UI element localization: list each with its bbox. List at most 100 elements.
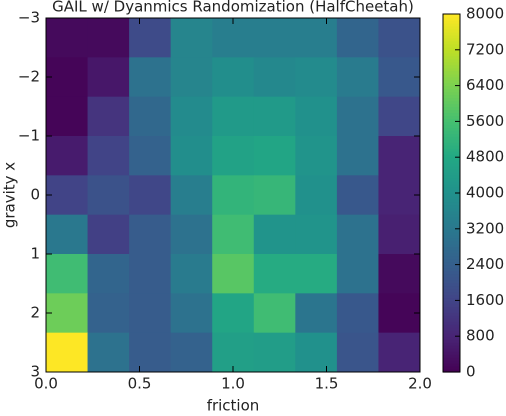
colorbar-slice bbox=[443, 187, 460, 191]
colorbar-slice bbox=[443, 31, 460, 36]
colorbar-slice bbox=[443, 94, 460, 99]
colorbar-slice bbox=[443, 225, 460, 230]
colorbar-slice bbox=[443, 315, 460, 319]
colorbar-slice bbox=[443, 258, 460, 263]
y-tick-label: −1 bbox=[18, 127, 40, 145]
colorbar-slice bbox=[443, 243, 460, 248]
colorbar-slice bbox=[443, 112, 460, 117]
heatmap-cell bbox=[336, 18, 379, 58]
colorbar-tick-label: 5600 bbox=[466, 112, 504, 130]
colorbar-tick-label: 800 bbox=[466, 327, 495, 345]
colorbar-slice bbox=[443, 234, 460, 239]
heatmap-cell bbox=[253, 214, 296, 255]
colorbar-slice bbox=[443, 178, 460, 182]
heatmap-cell bbox=[46, 332, 89, 373]
colorbar-slice bbox=[443, 61, 460, 66]
colorbar-slice bbox=[443, 148, 460, 152]
colorbar-slice bbox=[443, 172, 460, 176]
heatmap-cell bbox=[378, 214, 421, 255]
heatmap-cell bbox=[170, 57, 213, 98]
heatmap-cell bbox=[87, 18, 130, 58]
colorbar-slice bbox=[443, 330, 460, 334]
heatmap-cell bbox=[253, 57, 296, 98]
colorbar-slice bbox=[443, 124, 460, 128]
heatmap-cell bbox=[129, 214, 172, 255]
colorbar-slice bbox=[443, 204, 460, 209]
heatmap-cell bbox=[212, 214, 255, 255]
heatmap-cell bbox=[46, 214, 89, 255]
heatmap-cell bbox=[378, 57, 421, 98]
colorbar-slice bbox=[443, 195, 460, 200]
colorbar-slice bbox=[443, 52, 460, 57]
heatmap-cell bbox=[378, 96, 421, 137]
colorbar-slice bbox=[443, 58, 460, 63]
heatmap-cell bbox=[87, 136, 130, 176]
heatmap-cell bbox=[253, 136, 296, 176]
colorbar-slice bbox=[443, 297, 460, 301]
colorbar-slice bbox=[443, 291, 460, 296]
colorbar-slice bbox=[443, 363, 460, 367]
heatmap-cell bbox=[336, 293, 379, 334]
heatmap-cell bbox=[87, 175, 130, 216]
heatmap-cell bbox=[129, 175, 172, 216]
heatmap-cell bbox=[295, 175, 338, 216]
heatmap-cell bbox=[212, 332, 255, 373]
colorbar-slice bbox=[443, 282, 460, 287]
x-tick-label: 0.0 bbox=[34, 375, 58, 393]
colorbar-tick-label: 7200 bbox=[466, 40, 504, 58]
colorbar-slice bbox=[443, 67, 460, 72]
colorbar-slice bbox=[443, 210, 460, 215]
colorbar-slice bbox=[443, 264, 460, 269]
colorbar-tick-label: 3200 bbox=[466, 219, 504, 237]
heatmap-cell bbox=[253, 175, 296, 216]
colorbar-slice bbox=[443, 157, 460, 161]
colorbar-slice bbox=[443, 133, 460, 137]
colorbar-slice bbox=[443, 246, 460, 251]
colorbar-slice bbox=[443, 142, 460, 146]
heatmap-cell bbox=[170, 18, 213, 58]
heatmap-cell bbox=[295, 136, 338, 176]
heatmap-cell bbox=[170, 136, 213, 176]
heatmap-cell bbox=[212, 254, 255, 294]
heatmap-cell bbox=[212, 57, 255, 98]
heatmap-cell bbox=[253, 332, 296, 373]
heatmap-cell bbox=[170, 332, 213, 373]
colorbar-slice bbox=[443, 25, 460, 30]
colorbar-slice bbox=[443, 151, 460, 155]
colorbar-slice bbox=[443, 366, 460, 370]
colorbar-slice bbox=[443, 76, 460, 81]
heatmap-cell bbox=[87, 332, 130, 373]
colorbar-slice bbox=[443, 163, 460, 167]
colorbar-slice bbox=[443, 198, 460, 203]
colorbar-tick-label: 2400 bbox=[466, 255, 504, 273]
colorbar-slice bbox=[443, 285, 460, 290]
heatmap-cell bbox=[253, 18, 296, 58]
heatmap-cell bbox=[212, 18, 255, 58]
heatmap-cell bbox=[170, 254, 213, 294]
heatmap-cell bbox=[46, 136, 89, 176]
y-tick-label: 2 bbox=[30, 304, 40, 322]
colorbar-slice bbox=[443, 252, 460, 257]
colorbar-slice bbox=[443, 273, 460, 278]
x-tick-label: 2.0 bbox=[408, 375, 432, 393]
heatmap-cell bbox=[336, 136, 379, 176]
colorbar-slice bbox=[443, 193, 460, 197]
colorbar-tick-label: 6400 bbox=[466, 76, 504, 94]
colorbar-slice bbox=[443, 318, 460, 322]
colorbar-slice bbox=[443, 312, 460, 316]
colorbar-tick-label: 4000 bbox=[466, 184, 504, 202]
heatmap-cell bbox=[336, 96, 379, 137]
colorbar-slice bbox=[443, 342, 460, 346]
colorbar-slice bbox=[443, 339, 460, 343]
colorbar-slice bbox=[443, 240, 460, 245]
heatmap-cell bbox=[46, 175, 89, 216]
heatmap-cell bbox=[87, 293, 130, 334]
colorbar-slice bbox=[443, 357, 460, 361]
colorbar-slice bbox=[443, 70, 460, 75]
heatmap-cell bbox=[129, 96, 172, 137]
x-tick-label: 0.5 bbox=[128, 375, 152, 393]
colorbar-slice bbox=[443, 231, 460, 236]
colorbar-slice bbox=[443, 130, 460, 134]
heatmap-cell bbox=[253, 254, 296, 294]
colorbar-slice bbox=[443, 139, 460, 143]
